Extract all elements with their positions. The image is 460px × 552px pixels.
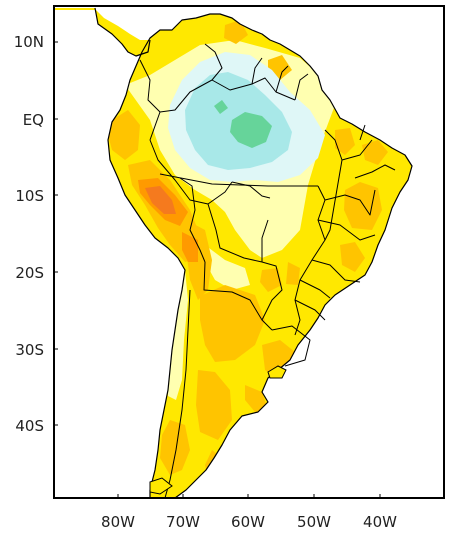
zone-gold-patagonia [160,420,190,475]
zone-gold-brazil-east-2 [362,140,388,165]
zone-dark-orange-peru [145,186,176,214]
zone-gold-paraguay [260,268,282,292]
latitude-axis: 10N EQ 10S 20S 30S 40S [14,33,58,435]
lon-label-40w: 40W [363,513,397,531]
country-borders [139,43,396,498]
central-america-land [54,8,150,56]
zone-gold-guiana-1 [224,20,248,44]
lat-label-30s: 30S [15,341,44,359]
lat-label-10n: 10N [14,33,44,51]
lat-label-eq: EQ [23,111,44,129]
zone-green-amazon [230,112,272,148]
lon-label-60w: 60W [231,513,265,531]
zone-gold-argentina-north [200,285,265,362]
zone-green-rio-negro [214,100,228,114]
zone-gold-argentina-center [196,370,232,440]
lat-label-40s: 40S [15,417,44,435]
central-america-coast [94,7,151,57]
lon-label-50w: 50W [297,513,331,531]
map-frame [53,5,445,499]
tierra-del-fuego [149,477,173,495]
longitude-axis: 80W 70W 60W 50W 40W [101,494,397,531]
lon-label-70w: 70W [166,513,200,531]
lat-label-10s: 10S [15,187,44,205]
zone-light-yellow-bolivia [205,245,250,290]
zone-gold-brazil-south [286,262,300,285]
zone-gold-brazil-east-1 [335,128,355,155]
zone-gold-buenos-aires [245,385,268,412]
zone-gold-brazil-northeast [344,182,382,230]
lon-label-80w: 80W [101,513,135,531]
zone-orange-altiplano [182,232,198,262]
zone-gold-ecuador [108,110,140,160]
zone-gold-brazil-southeast [340,242,365,272]
lat-label-20s: 20S [15,264,44,282]
falkland-islands [267,365,287,379]
